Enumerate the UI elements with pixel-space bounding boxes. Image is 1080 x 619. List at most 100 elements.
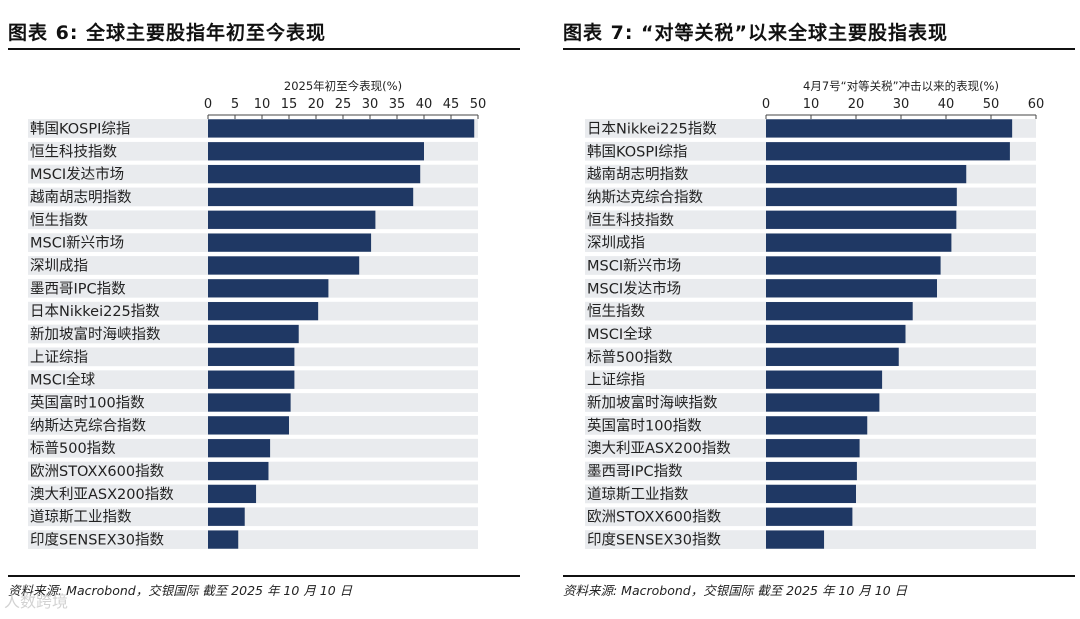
left-bar (208, 393, 291, 412)
right-bar (766, 256, 941, 275)
right-category-label: 印度SENSEX30指数 (587, 532, 721, 549)
left-x-tick-label: 5 (231, 97, 239, 112)
left-bar (208, 164, 421, 184)
left-bar (208, 233, 372, 252)
right-bar (766, 119, 1013, 138)
right-bar (766, 279, 937, 298)
left-bar (208, 416, 289, 435)
right-category-label: 日本Nikkei225指数 (587, 120, 717, 137)
right-bar (766, 302, 913, 321)
right-x-tick-label: 30 (893, 97, 910, 112)
left-bar (208, 256, 360, 275)
right-x-tick-label: 60 (1028, 97, 1045, 112)
right-title-rule (563, 48, 1075, 50)
left-x-tick-label: 0 (204, 97, 212, 112)
right-bar (766, 324, 906, 344)
left-x-tick-label: 40 (416, 97, 433, 112)
right-category-label: 恒生科技指数 (587, 212, 674, 229)
right-bar (766, 484, 856, 504)
right-bar (766, 393, 880, 412)
left-x-tick-label: 35 (389, 97, 406, 112)
left-bar (208, 187, 414, 207)
left-axis-title: 2025年初至今表现(%) (284, 79, 402, 93)
right-bar (766, 507, 853, 526)
left-figure-title: 图表 6: 全球主要股指年初至今表现 (8, 22, 327, 44)
left-category-label: 深圳成指 (30, 257, 88, 274)
right-x-tick-label: 0 (762, 97, 770, 112)
left-bar (208, 279, 329, 298)
left-category-label: 韩国KOSPI综指 (30, 120, 130, 137)
watermark-text: 人数跨境 (4, 592, 69, 611)
right-bar (766, 416, 868, 435)
left-category-label: 英国富时100指数 (30, 394, 145, 412)
left-category-label: 恒生科技指数 (30, 143, 117, 160)
left-category-label: 澳大利亚ASX200指数 (30, 486, 174, 503)
left-bar-chart: 2025年初至今表现(%) 0 5 10 15 20 25 30 35 40 45 50 韩国KOSPI… (28, 79, 486, 549)
right-bar (766, 439, 860, 458)
right-category-label: 越南胡志明指数 (587, 166, 689, 183)
left-source-note: 资料来源: Macrobond，交银国际 截至 2025 年 10 月 10 日 (8, 583, 353, 598)
left-x-tick-label: 20 (308, 97, 325, 112)
left-category-label: 上证综指 (30, 349, 88, 366)
right-bottom-rule (563, 575, 1075, 577)
left-bar (208, 439, 271, 458)
right-category-label: 澳大利亚ASX200指数 (587, 440, 731, 457)
left-category-label: 标普500指数 (30, 440, 116, 457)
left-category-label: 日本Nikkei225指数 (30, 303, 160, 320)
right-bar (766, 370, 883, 389)
right-bar (766, 164, 967, 184)
left-row-band (28, 507, 478, 527)
right-bar (766, 187, 957, 207)
left-bar (208, 347, 295, 366)
right-category-label: 新加坡富时海峡指数 (587, 394, 718, 412)
left-bar (208, 142, 424, 161)
left-bar (208, 119, 475, 138)
left-category-label: 越南胡志明指数 (30, 189, 132, 206)
right-category-label: 恒生指数 (587, 303, 645, 320)
left-figure-panel: 图表 6: 全球主要股指年初至今表现 2025年初至今表现(%) 0 5 10 15 20… (8, 0, 520, 619)
left-bar (208, 507, 245, 526)
right-bar-chart: 4月7号“对等关税”冲击以来的表现(%) 0 10 20 30 40 50 60 日本Nikke… (585, 79, 1045, 549)
right-bar (766, 461, 857, 481)
left-bottom-rule (8, 575, 520, 577)
right-category-label: 英国富时100指数 (587, 416, 702, 434)
right-category-label: 深圳成指 (587, 235, 645, 252)
left-bar (208, 370, 295, 389)
right-bar (766, 142, 1010, 161)
right-source-note: 资料来源: Macrobond，交银国际 截至 2025 年 10 月 10 日 (563, 583, 908, 598)
left-x-tick-label: 10 (254, 97, 271, 112)
right-bar (766, 347, 899, 366)
left-bar (208, 484, 257, 504)
right-category-label: 标普500指数 (587, 349, 673, 366)
left-bar (208, 530, 239, 549)
left-category-label: 印度SENSEX30指数 (30, 532, 164, 549)
left-bar (208, 461, 269, 481)
left-category-label: 墨西哥IPC指数 (30, 280, 126, 297)
left-bar (208, 210, 376, 229)
left-x-tick-label: 15 (281, 97, 298, 112)
left-category-label: MSCI发达市场 (30, 166, 124, 183)
left-title-rule (8, 48, 520, 50)
left-row-band (28, 530, 478, 549)
left-x-tick-label: 45 (443, 97, 460, 112)
right-figure-title: 图表 7: “对等关税”以来全球主要股指表现 (563, 22, 949, 44)
right-x-tick-label: 40 (938, 97, 955, 112)
left-x-tick-label: 30 (362, 97, 379, 112)
right-category-label: MSCI全球 (587, 325, 653, 343)
left-category-label: 新加坡富时海峡指数 (30, 325, 161, 343)
left-category-label: 恒生指数 (30, 212, 88, 229)
right-x-tick-label: 20 (848, 97, 865, 112)
right-category-label: MSCI新兴市场 (587, 257, 681, 274)
left-category-label: 纳斯达克综合指数 (30, 417, 146, 434)
right-axis-title: 4月7号“对等关税”冲击以来的表现(%) (803, 79, 999, 93)
right-category-label: 欧洲STOXX600指数 (587, 509, 722, 526)
left-category-label: 欧洲STOXX600指数 (30, 463, 165, 480)
right-category-label: 墨西哥IPC指数 (587, 463, 683, 480)
right-category-label: 纳斯达克综合指数 (587, 189, 703, 206)
right-bar (766, 530, 825, 549)
left-bar (208, 302, 319, 321)
right-category-label: 韩国KOSPI综指 (587, 143, 687, 160)
left-category-label: 道琼斯工业指数 (30, 509, 132, 526)
right-figure-panel: 图表 7: “对等关税”以来全球主要股指表现 4月7号“对等关税”冲击以来的表现… (563, 0, 1075, 619)
right-category-label: 道琼斯工业指数 (587, 486, 689, 503)
